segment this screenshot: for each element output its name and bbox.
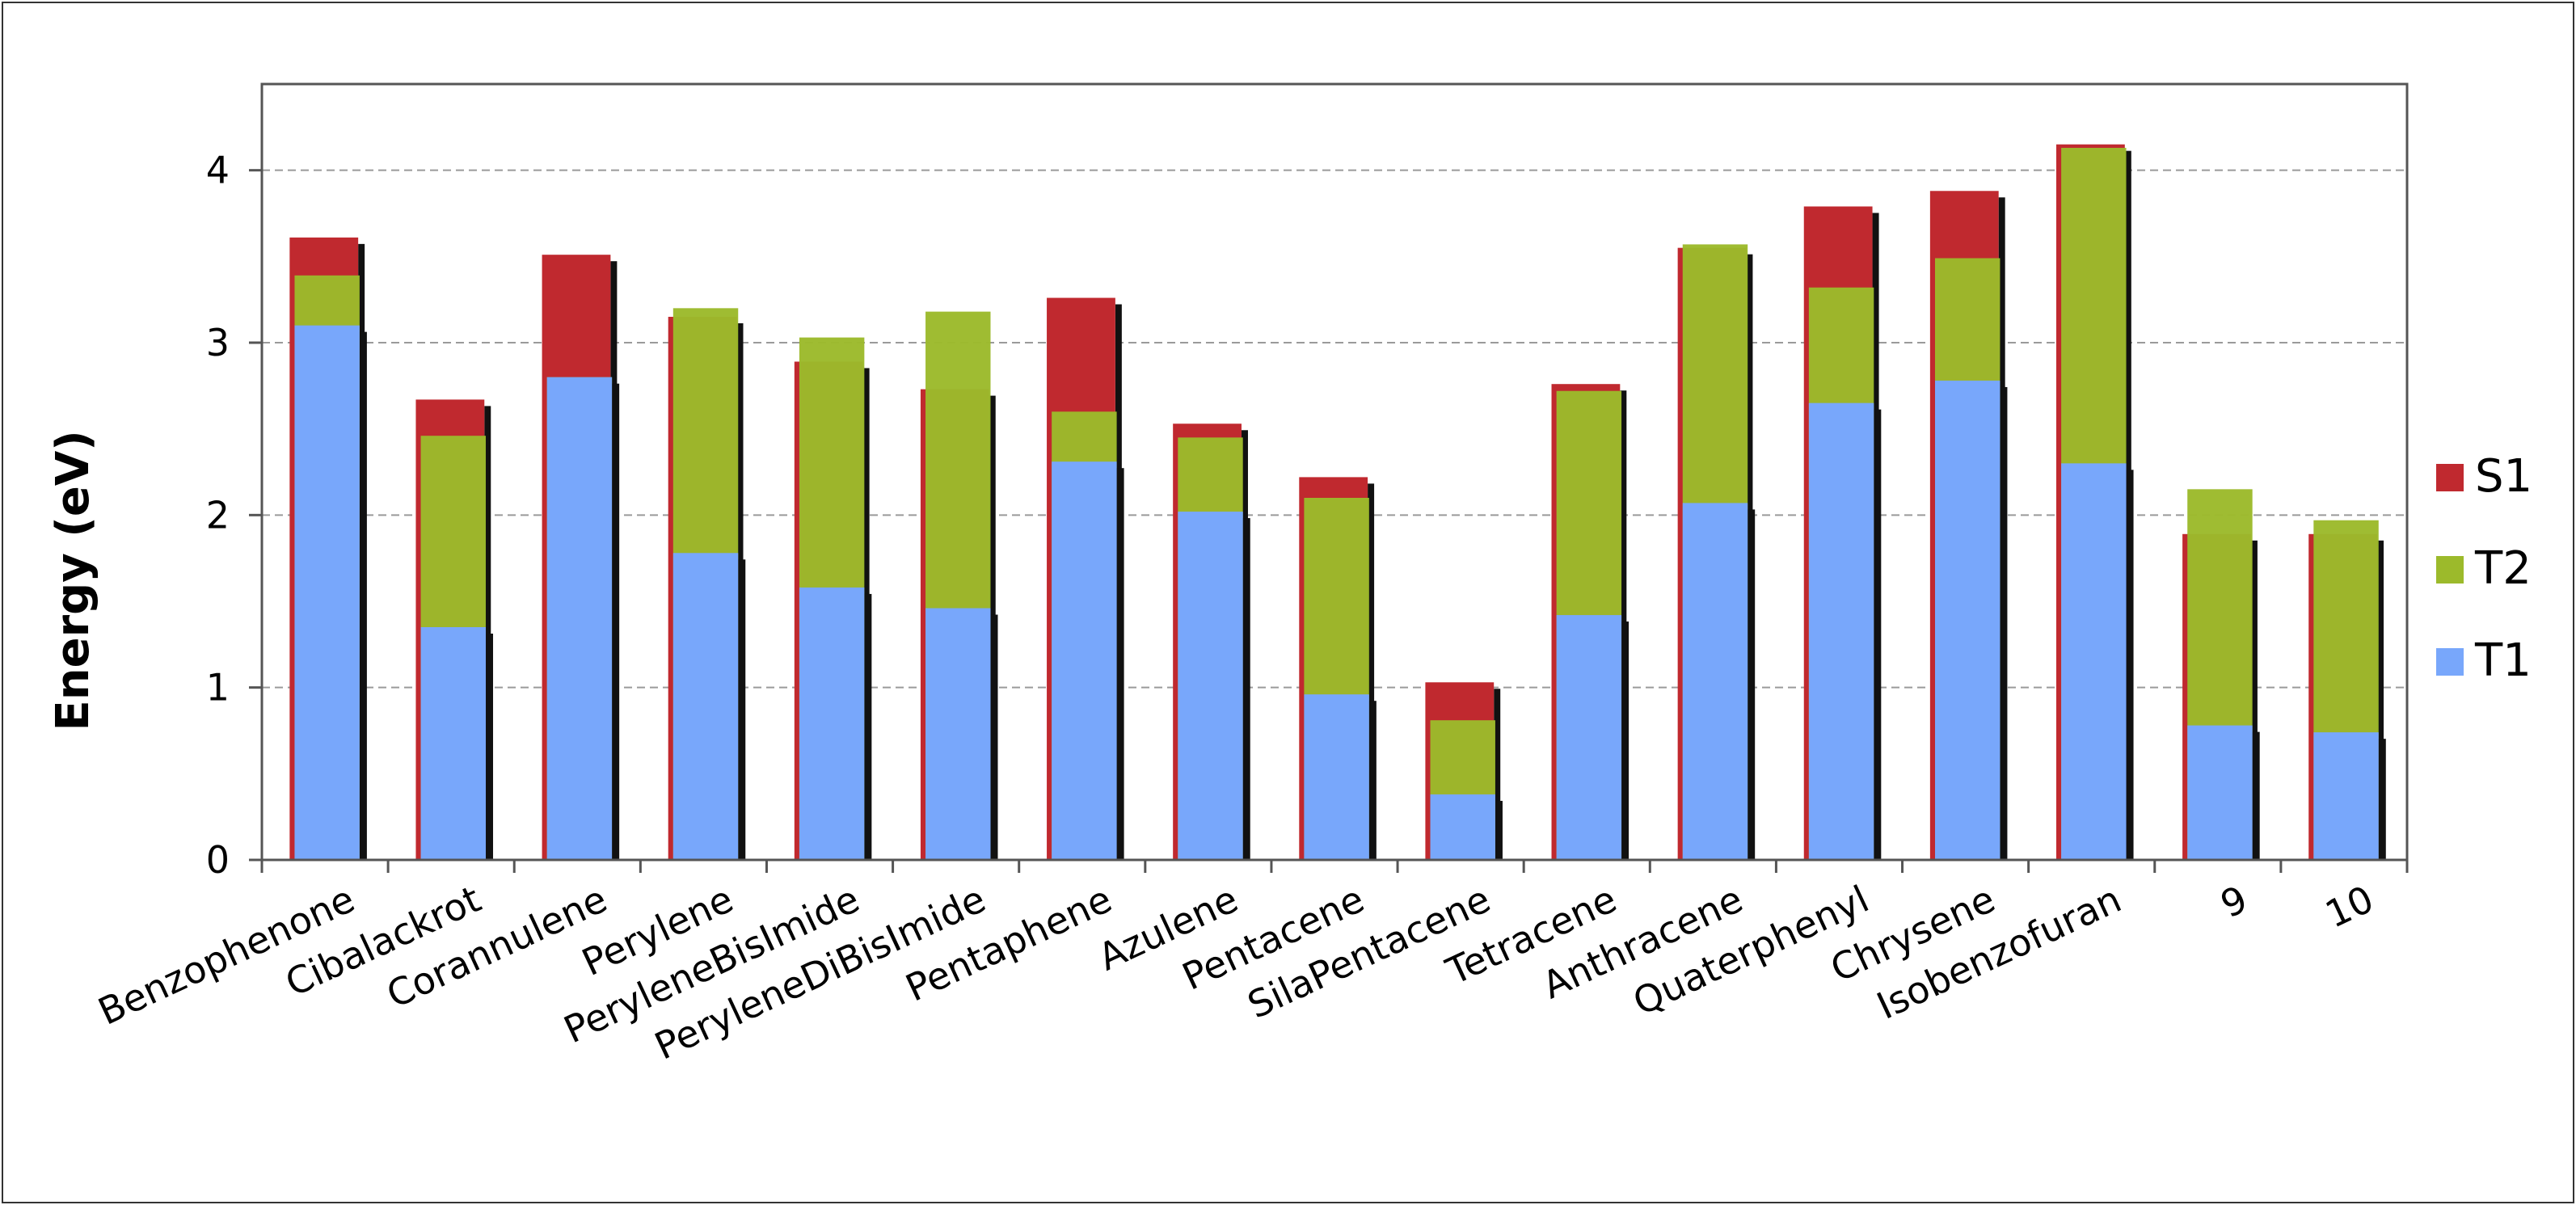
bar-shadow (2126, 470, 2134, 860)
bar-t1 (799, 587, 865, 860)
bars (289, 144, 2386, 861)
bar-t1 (1934, 380, 2001, 860)
y-tick-label: 0 (206, 838, 230, 882)
legend-label: S1 (2475, 450, 2532, 503)
y-axis-title: Energy (eV) (47, 430, 99, 731)
y-axis-ticks: 0 1 2 3 4 (206, 149, 262, 882)
bar-shadow (1748, 509, 1756, 860)
bar-shadow (484, 406, 491, 860)
legend-swatch (2436, 556, 2464, 584)
bar-t1 (546, 377, 613, 861)
bar-t1 (672, 553, 739, 860)
y-tick-label: 4 (206, 149, 230, 192)
x-axis-ticks: BenzophenoneCibalackrotCorannulenePeryle… (91, 860, 2409, 1068)
bar-t1 (1556, 615, 1622, 860)
bar-shadow (1874, 409, 1882, 861)
x-category-label: 9 (2214, 877, 2253, 926)
x-category-label: 10 (2319, 877, 2380, 937)
bar-shadow (2377, 540, 2384, 860)
bar-shadow (1242, 518, 1250, 860)
bar-t1 (294, 325, 360, 861)
y-tick-label: 3 (206, 321, 230, 364)
y-tick-label: 2 (206, 493, 230, 537)
bar-t1 (2187, 725, 2253, 860)
legend-label: T2 (2474, 542, 2532, 595)
bar-t1 (1430, 794, 1495, 860)
bar-t1 (1682, 503, 1748, 860)
bar-t1 (1052, 461, 1117, 860)
legend: S1 T2 T1 (2436, 450, 2532, 687)
bar-shadow (486, 634, 494, 860)
legend-swatch (2436, 648, 2464, 676)
bar-shadow (738, 559, 746, 860)
bar-shadow (2250, 540, 2258, 860)
bar-shadow (2378, 739, 2386, 860)
bar-shadow (990, 614, 998, 860)
bar-shadow (1495, 800, 1503, 860)
legend-label: T1 (2474, 634, 2532, 687)
bar-shadow (2252, 731, 2260, 860)
bar-shadow (1368, 483, 1375, 860)
bar-shadow (1368, 701, 1377, 860)
bar-t1 (1304, 694, 1369, 860)
bar-shadow (2000, 386, 2008, 860)
bar-shadow (1621, 621, 1629, 860)
bar-t1 (1178, 512, 1243, 860)
legend-swatch (2436, 464, 2464, 491)
bar-chart: 0 1 2 3 4 BenzophenoneCibalackrotCorannulene… (47, 82, 2532, 1068)
plot-area-border (260, 82, 2409, 862)
y-tick-label: 1 (206, 666, 230, 710)
bar-shadow (1494, 689, 1501, 860)
bar-t1 (2313, 732, 2379, 860)
bar-shadow (1116, 468, 1124, 860)
bar-t1 (1808, 402, 1874, 861)
gridlines (262, 169, 2407, 689)
bar-shadow (864, 593, 872, 860)
bar-shadow (612, 383, 620, 861)
bar-t1 (420, 627, 487, 860)
bar-t1 (925, 608, 991, 860)
bar-shadow (359, 331, 367, 861)
bar-t1 (2061, 463, 2127, 860)
